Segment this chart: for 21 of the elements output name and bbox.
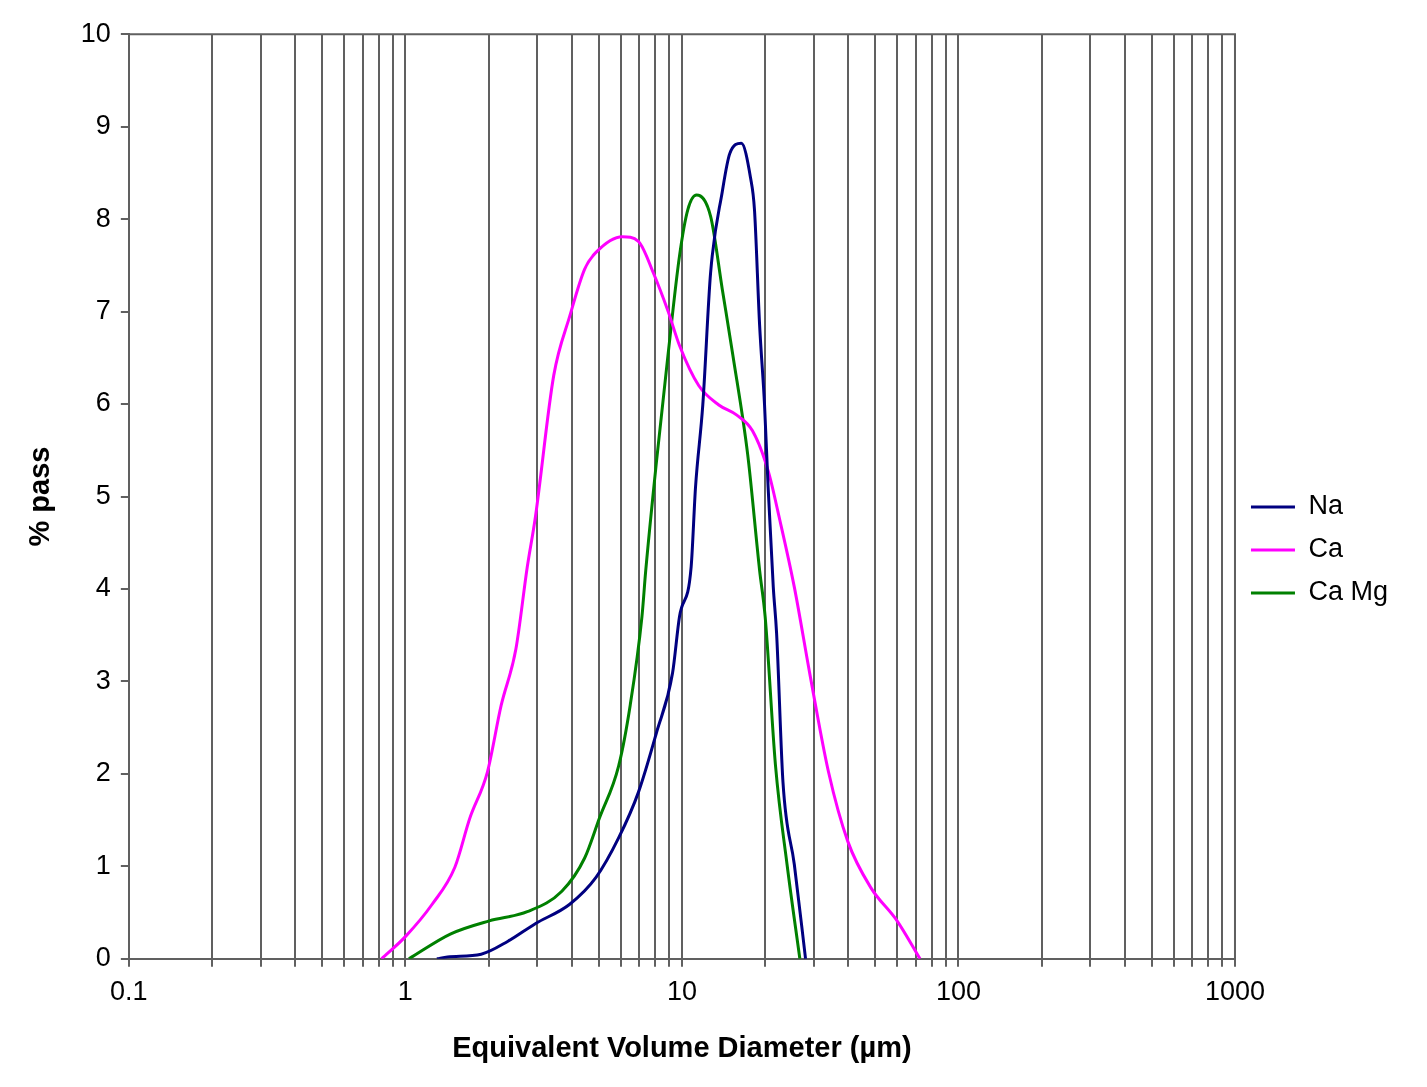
x-tick-label: 0.1 <box>110 976 148 1007</box>
y-tick-label: 7 <box>95 295 111 326</box>
x-tick-label: 10 <box>666 976 697 1007</box>
x-tick-label: 1 <box>397 976 413 1007</box>
y-tick-label: 10 <box>80 17 111 48</box>
y-tick-label: 0 <box>95 942 111 973</box>
y-axis-title: % pass <box>23 446 56 547</box>
x-axis-title: Equivalent Volume Diameter (µm) <box>452 1030 912 1063</box>
y-tick-label: 1 <box>95 849 111 880</box>
legend-label: Ca Mg <box>1308 576 1389 607</box>
x-tick-label: 100 <box>935 976 981 1007</box>
legend-label: Ca <box>1308 533 1344 564</box>
x-tick-label: 1000 <box>1204 976 1266 1007</box>
y-tick-label: 4 <box>95 572 111 603</box>
y-tick-label: 5 <box>95 479 111 510</box>
y-tick-label: 9 <box>95 110 111 141</box>
y-tick-label: 2 <box>95 757 111 788</box>
y-tick-label: 8 <box>95 202 111 233</box>
legend-label: Na <box>1308 490 1344 521</box>
y-tick-label: 3 <box>95 664 111 695</box>
y-tick-label: 6 <box>95 387 111 418</box>
